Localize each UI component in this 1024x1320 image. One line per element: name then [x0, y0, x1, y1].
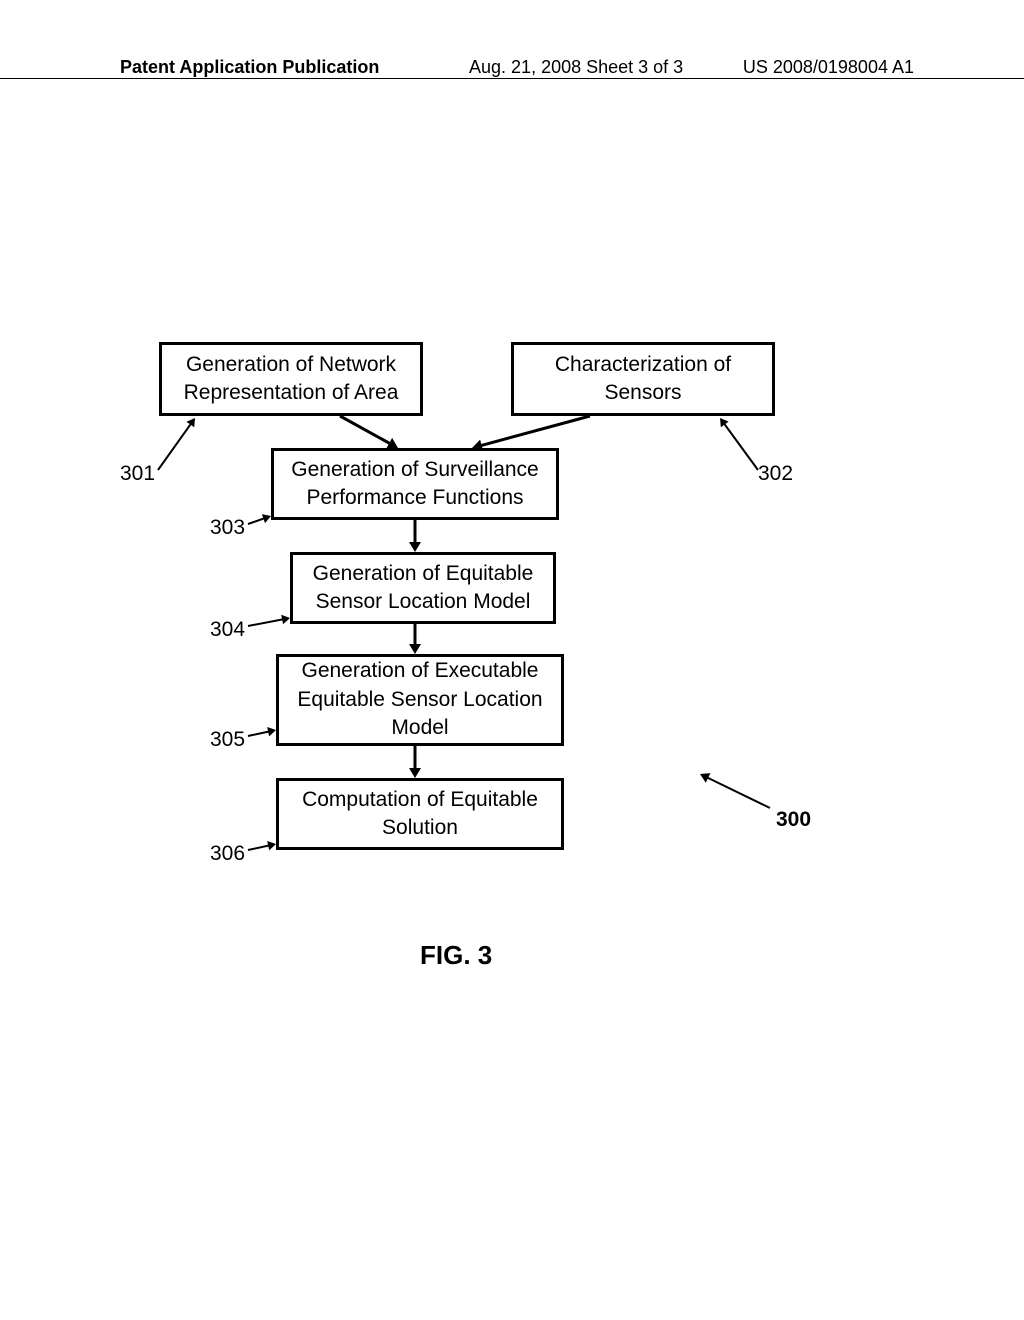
- box-304: Generation of EquitableSensor Location M…: [290, 552, 556, 624]
- ref-303: 303: [210, 516, 245, 540]
- box-305: Generation of ExecutableEquitable Sensor…: [276, 654, 564, 746]
- box-304-text: Generation of EquitableSensor Location M…: [313, 560, 534, 617]
- box-303: Generation of SurveillancePerformance Fu…: [271, 448, 559, 520]
- ref-302: 302: [758, 462, 793, 486]
- box-301: Generation of NetworkRepresentation of A…: [159, 342, 423, 416]
- ref-306: 306: [210, 842, 245, 866]
- ref-305: 305: [210, 728, 245, 752]
- box-303-text: Generation of SurveillancePerformance Fu…: [291, 456, 538, 513]
- flowchart-diagram: Generation of NetworkRepresentation of A…: [0, 0, 1024, 1320]
- box-306: Computation of EquitableSolution: [276, 778, 564, 850]
- ref-301: 301: [120, 462, 155, 486]
- box-302: Characterization ofSensors: [511, 342, 775, 416]
- box-306-text: Computation of EquitableSolution: [302, 786, 538, 843]
- box-302-text: Characterization ofSensors: [555, 351, 731, 408]
- box-301-text: Generation of NetworkRepresentation of A…: [184, 351, 399, 408]
- ref-304: 304: [210, 618, 245, 642]
- figure-caption: FIG. 3: [420, 940, 492, 971]
- ref-300: 300: [776, 808, 811, 832]
- box-305-text: Generation of ExecutableEquitable Sensor…: [297, 657, 542, 742]
